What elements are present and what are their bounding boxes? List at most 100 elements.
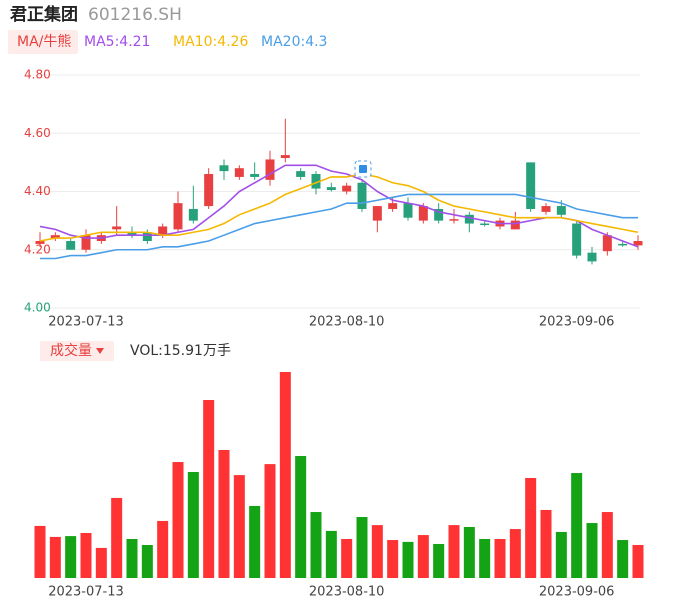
candle-body (265, 159, 275, 180)
volume-label: VOL:15.91万手 (130, 343, 231, 359)
event-icon-dot[interactable] (359, 165, 367, 173)
candle-body (250, 174, 260, 177)
candle-body (173, 203, 183, 230)
volume-bar (617, 540, 629, 578)
volume-bar (157, 520, 169, 578)
volume-bar (65, 536, 77, 578)
candle-body (464, 214, 474, 224)
candle-body (388, 203, 398, 209)
candle-body (219, 165, 229, 172)
volume-bar (555, 531, 567, 578)
stock-name: 君正集团 (10, 4, 78, 25)
volume-bar (310, 512, 322, 578)
candle-body (326, 187, 336, 191)
volume-bar (49, 536, 61, 578)
x-tick-label: 2023-08-10 (309, 315, 385, 330)
volume-bar (494, 538, 506, 578)
y-tick-label: 4.80 (24, 68, 51, 82)
candle-body (66, 241, 76, 250)
volume-bar (341, 538, 353, 578)
volume-bar (218, 450, 230, 578)
volume-bar (417, 535, 429, 578)
volume-bar (141, 545, 153, 578)
x-tick-label: 2023-07-13 (48, 585, 124, 600)
volume-bar (356, 517, 368, 578)
candle-body (541, 206, 551, 212)
candle-body (342, 185, 352, 192)
volume-bar (571, 473, 583, 578)
indicator-button[interactable]: MA/牛熊 (17, 34, 71, 50)
candle-body (112, 226, 122, 230)
candle-body (372, 206, 382, 221)
candle-body (587, 252, 597, 262)
legend-entry: MA20:4.3 (261, 34, 327, 50)
candle-body (572, 223, 582, 256)
volume-bar (463, 526, 475, 578)
volume-bar (632, 544, 644, 578)
volume-bar (34, 525, 46, 578)
candle-body (526, 162, 536, 209)
candle-body (618, 243, 628, 246)
volume-bar (601, 512, 613, 578)
y-tick-label: 4.20 (24, 242, 51, 256)
y-tick-label: 4.60 (24, 126, 51, 140)
candle-body (357, 182, 367, 209)
candle-body (50, 235, 60, 239)
dropdown-arrow[interactable] (96, 348, 104, 354)
candle-body (418, 206, 428, 221)
stock-code: 601216.SH (88, 5, 182, 25)
candle-body (434, 208, 444, 221)
volume-bar (387, 540, 399, 578)
volume-bar (371, 525, 383, 578)
candle-body (188, 208, 198, 221)
candle-body (35, 241, 45, 244)
candle-body (403, 203, 413, 218)
ma-line (39, 173, 639, 242)
volume-bar (187, 471, 199, 578)
legend-entry: MA5:4.21 (84, 34, 150, 50)
volume-bar (402, 541, 414, 578)
candle-body (602, 235, 612, 252)
volume-bar (448, 525, 460, 578)
candle-body (158, 226, 168, 236)
y-tick-label: 4.40 (24, 184, 51, 198)
candle-body (142, 232, 152, 242)
volume-bar (433, 543, 445, 578)
volume-bar (279, 372, 291, 578)
volume-bar (264, 464, 276, 578)
volume-bar (509, 529, 521, 578)
volume-bar (233, 475, 245, 578)
candle-body (234, 168, 244, 177)
volume-bar (540, 509, 552, 578)
ma-line (39, 164, 639, 248)
volume-bar (249, 506, 261, 578)
candle-body (204, 174, 214, 207)
x-tick-label: 2023-08-10 (309, 585, 385, 600)
candle-body (480, 223, 490, 226)
legend-entry: MA10:4.26 (173, 34, 248, 50)
volume-button[interactable]: 成交量 (50, 342, 92, 359)
candle-body (280, 155, 290, 159)
candle-body (510, 220, 520, 230)
y-tick-label: 4.00 (24, 301, 51, 315)
x-tick-label: 2023-09-06 (539, 585, 615, 600)
candle-body (633, 241, 643, 246)
volume-bar (525, 478, 537, 578)
volume-bar (203, 400, 215, 578)
volume-bar (80, 532, 92, 578)
volume-bar (95, 547, 107, 578)
volume-button-bg[interactable] (40, 341, 114, 361)
indicator-button-bg[interactable] (8, 30, 78, 54)
x-tick-label: 2023-07-13 (48, 315, 124, 330)
candle-body (311, 174, 321, 189)
volume-bar (479, 538, 491, 578)
candle-body (556, 206, 566, 215)
x-tick-label: 2023-09-06 (539, 315, 615, 330)
volume-bar (111, 497, 123, 578)
candle-body (81, 235, 91, 250)
volume-bar (325, 530, 337, 578)
volume-bar (295, 456, 307, 578)
volume-bar (172, 462, 184, 578)
volume-bar (586, 523, 598, 578)
